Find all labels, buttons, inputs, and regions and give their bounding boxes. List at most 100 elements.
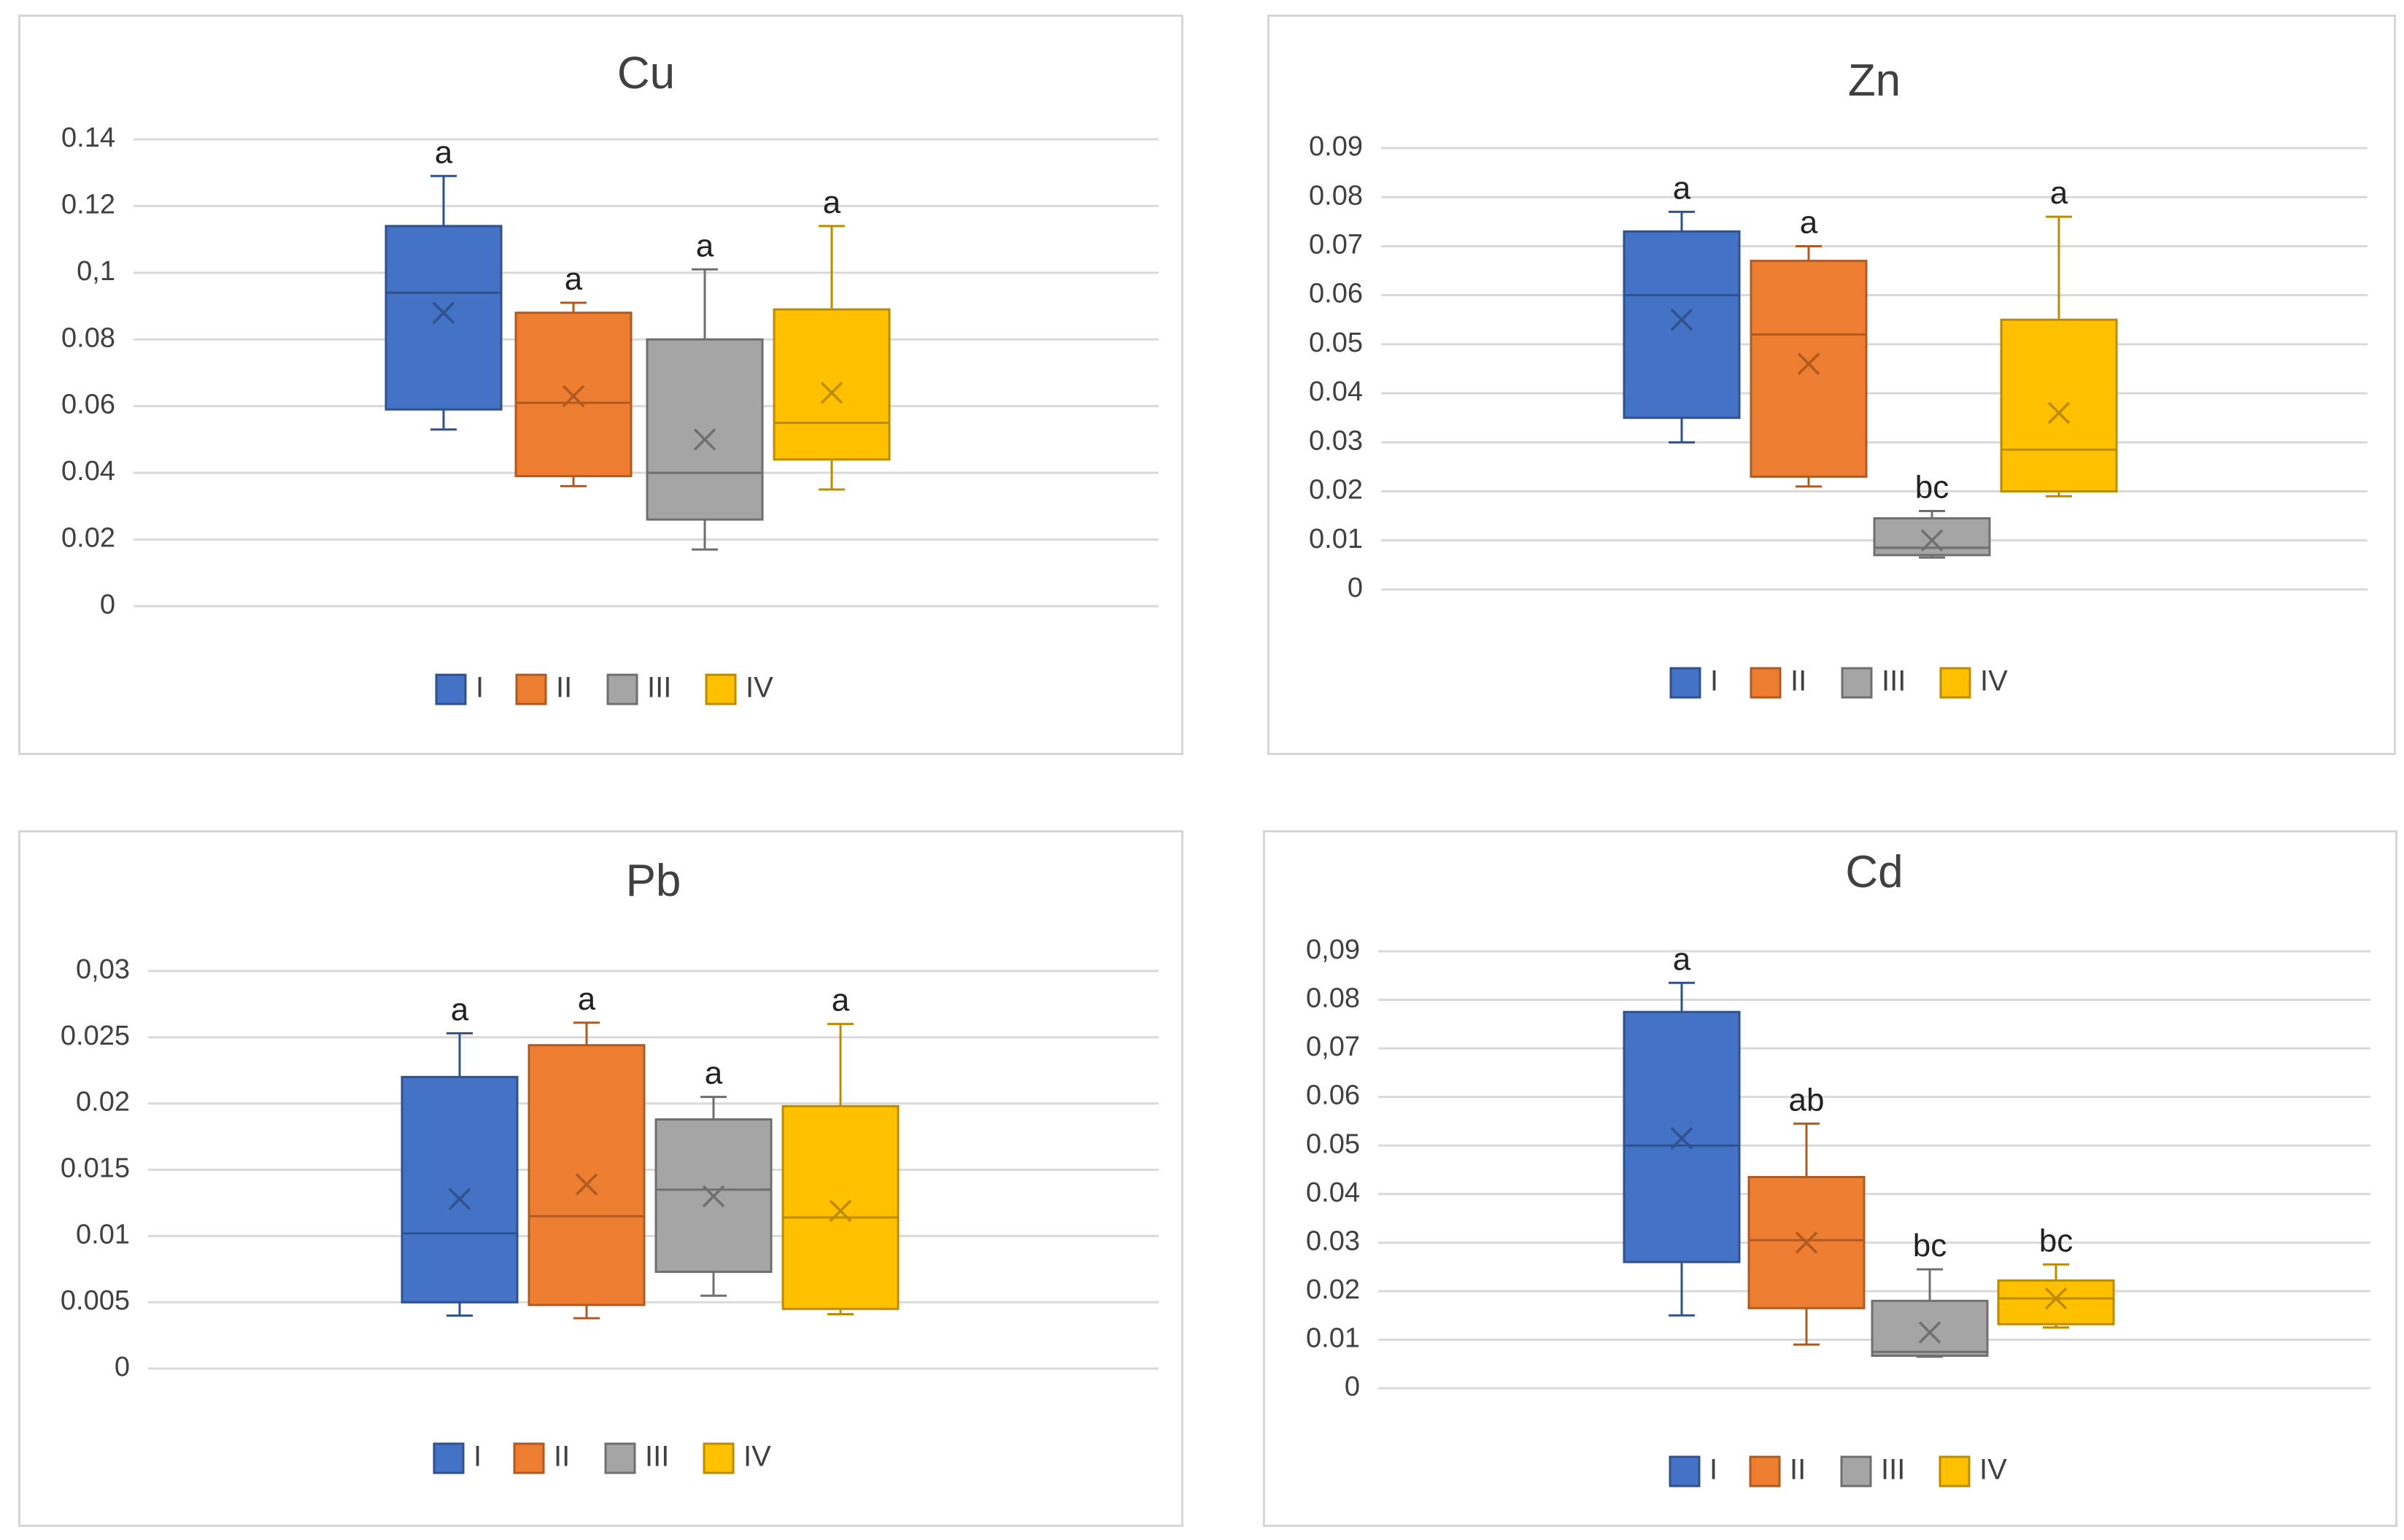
box-iqr	[1871, 1299, 1989, 1357]
mean-marker	[829, 1199, 852, 1223]
y-tick-label: 0.04	[1309, 376, 1363, 407]
box-iv: a	[2000, 175, 2118, 498]
chart-cd: Cd 0 0.01 0.02 0.03 0.04 0.05 0.06 0,07 0.08 0,09 a…	[1306, 847, 2370, 1487]
box-iii: bc	[1873, 469, 1991, 559]
y-tick-label: 0.05	[1306, 1129, 1360, 1159]
mean-marker	[575, 1173, 598, 1196]
legend-label: IV	[743, 1441, 771, 1473]
mean-marker	[1797, 352, 1820, 376]
box-iqr	[1750, 260, 1868, 478]
box-i: a	[1623, 941, 1741, 1317]
box-ii: a	[514, 261, 633, 487]
legend-label: I	[1709, 1454, 1717, 1486]
legend-swatch	[705, 673, 737, 705]
y-tick-label: 0.06	[61, 390, 115, 420]
box-iqr	[2000, 318, 2118, 493]
box-iv: a	[773, 185, 891, 491]
chart-panel-zn: Zn 0 0.01 0.02 0.03 0.04 0.05 0.06 0.07 0.08 0.09 a…	[1267, 15, 2396, 755]
box-iii: a	[654, 1056, 773, 1297]
mean-marker	[693, 428, 716, 451]
y-tick-label: 0	[100, 589, 115, 620]
mean-marker	[1918, 1321, 1941, 1344]
legend-swatch	[515, 673, 547, 705]
mean-marker	[2044, 1287, 2068, 1310]
legend-swatch	[1939, 1455, 1971, 1487]
legend: I II III IV	[1669, 1454, 2007, 1487]
mean-marker	[820, 382, 843, 404]
box-iqr	[1997, 1279, 2115, 1326]
chart-zn: Zn 0 0.01 0.02 0.03 0.04 0.05 0.06 0.07 0.08 0.09 a…	[1309, 55, 2368, 699]
y-tick-label: 0.08	[61, 322, 115, 353]
mean-marker	[1920, 529, 1944, 552]
legend-label: IV	[746, 672, 773, 704]
box-iqr	[1623, 230, 1741, 419]
chart-panel-cu: Cu 0 0.02 0.04 0.06 0.08 0,1 0.12 0.14 a a a a I II III…	[18, 15, 1183, 755]
y-tick-label: 0.02	[1306, 1274, 1360, 1305]
y-tick-label: 0.04	[61, 456, 115, 487]
box-iqr	[773, 308, 891, 461]
y-tick-label: 0.01	[76, 1219, 130, 1250]
y-tick-label: 0	[1345, 1371, 1360, 1402]
y-tick-label: 0.06	[1306, 1080, 1360, 1111]
box-iqr	[646, 338, 764, 521]
legend-label: IV	[1979, 1454, 2007, 1486]
legend-swatch	[513, 1442, 545, 1474]
y-tick-label: 0.02	[76, 1087, 130, 1118]
legend-label: I	[1710, 665, 1718, 697]
box-iqr	[781, 1104, 900, 1310]
significance-label: bc	[2039, 1223, 2073, 1258]
y-tick-label: 0.06	[1309, 279, 1363, 309]
y-tick-label: 0	[1348, 573, 1363, 603]
significance-label: a	[1800, 204, 1818, 240]
chart-panel-cd: Cd 0 0.01 0.02 0.03 0.04 0.05 0.06 0,07 0.08 0,09 a…	[1263, 830, 2397, 1527]
box-ii: a	[1750, 204, 1868, 488]
box-iqr	[401, 1075, 519, 1304]
significance-label: a	[823, 185, 841, 220]
box-iv: a	[781, 983, 900, 1316]
significance-label: a	[696, 228, 714, 263]
mean-marker	[432, 301, 455, 324]
y-tick-label: 0.12	[61, 189, 115, 220]
legend-label: III	[1881, 1454, 1905, 1486]
box-iqr	[527, 1044, 646, 1307]
significance-label: a	[578, 981, 596, 1017]
y-tick-label: 0,07	[1306, 1032, 1360, 1062]
legend-swatch	[435, 673, 467, 705]
significance-label: bc	[1915, 469, 1949, 505]
mean-marker	[1670, 1127, 1693, 1150]
legend-swatch	[1939, 667, 1971, 699]
legend-swatch	[604, 1442, 636, 1474]
legend-swatch	[606, 673, 638, 705]
y-tick-label: 0.015	[61, 1153, 130, 1184]
mean-marker	[448, 1188, 471, 1210]
significance-label: a	[832, 983, 850, 1018]
y-tick-label: 0.08	[1306, 983, 1360, 1014]
y-tick-label: 0.05	[1309, 328, 1363, 358]
legend: I II III IV	[435, 672, 773, 705]
significance-label: a	[451, 991, 469, 1027]
y-tick-label: 0.01	[1306, 1323, 1360, 1353]
significance-label: bc	[1913, 1228, 1947, 1264]
legend-swatch	[1669, 1455, 1701, 1487]
chart-panel-pb: Pb 0 0.005 0.01 0.015 0.02 0.025 0,03 a a a a I II III…	[18, 830, 1183, 1527]
significance-label: a	[705, 1056, 723, 1091]
legend-swatch	[1669, 667, 1701, 699]
y-tick-label: 0.14	[61, 123, 115, 153]
y-tick-label: 0.025	[61, 1021, 130, 1051]
legend-label: III	[645, 1441, 669, 1473]
mean-marker	[562, 384, 585, 408]
box-ii: a	[527, 981, 646, 1320]
legend-label: IV	[1980, 665, 2008, 697]
y-tick-label: 0.02	[1309, 475, 1363, 506]
mean-marker	[1670, 309, 1693, 331]
box-iqr	[1873, 517, 1991, 557]
y-tick-label: 0.07	[1309, 229, 1363, 260]
legend-label: III	[647, 672, 671, 704]
y-tick-label: 0.01	[1309, 524, 1363, 554]
chart-title: Cu	[617, 48, 675, 98]
legend-swatch	[1750, 667, 1782, 699]
mean-marker	[702, 1185, 725, 1208]
box-i: a	[401, 991, 519, 1317]
